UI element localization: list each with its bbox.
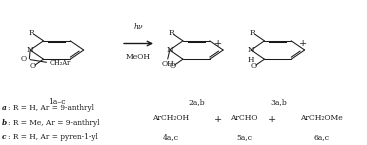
Text: : R = Me, Ar = 9-anthryl: : R = Me, Ar = 9-anthryl bbox=[8, 118, 100, 127]
Text: ArCH₂OH: ArCH₂OH bbox=[152, 114, 189, 122]
Text: OH: OH bbox=[161, 60, 174, 68]
Text: +: + bbox=[268, 115, 276, 124]
Text: +: + bbox=[214, 115, 222, 124]
Text: hν: hν bbox=[134, 23, 143, 31]
Text: CH₂Ar: CH₂Ar bbox=[50, 59, 71, 67]
Text: 2a,b: 2a,b bbox=[188, 98, 205, 106]
Text: +: + bbox=[214, 39, 222, 48]
Text: b: b bbox=[2, 118, 7, 127]
Text: 1a–c: 1a–c bbox=[48, 97, 66, 106]
Text: R: R bbox=[168, 29, 174, 37]
Text: ArCH₂OMe: ArCH₂OMe bbox=[300, 114, 342, 122]
Text: : R = H, Ar = 9-anthryl: : R = H, Ar = 9-anthryl bbox=[8, 104, 94, 112]
Text: ArCHO: ArCHO bbox=[230, 114, 258, 122]
Text: N: N bbox=[248, 46, 254, 54]
Text: O: O bbox=[170, 62, 176, 70]
Text: N: N bbox=[166, 46, 173, 54]
Text: 3a,b: 3a,b bbox=[270, 98, 287, 106]
Text: : R = H, Ar = pyren-1-yl: : R = H, Ar = pyren-1-yl bbox=[8, 133, 98, 141]
Text: O: O bbox=[251, 62, 257, 70]
Text: H: H bbox=[248, 56, 254, 64]
Text: R: R bbox=[250, 29, 255, 37]
Text: c: c bbox=[2, 133, 6, 141]
Text: N: N bbox=[27, 46, 33, 54]
Text: 4a,c: 4a,c bbox=[163, 133, 179, 141]
Text: MeOH: MeOH bbox=[126, 53, 151, 61]
Text: 5a,c: 5a,c bbox=[236, 133, 252, 141]
Text: 6a,c: 6a,c bbox=[313, 133, 329, 141]
Text: +: + bbox=[299, 39, 307, 48]
Text: R: R bbox=[29, 29, 34, 37]
Text: a: a bbox=[2, 104, 7, 112]
Text: O: O bbox=[30, 62, 36, 70]
Text: O: O bbox=[21, 55, 27, 63]
